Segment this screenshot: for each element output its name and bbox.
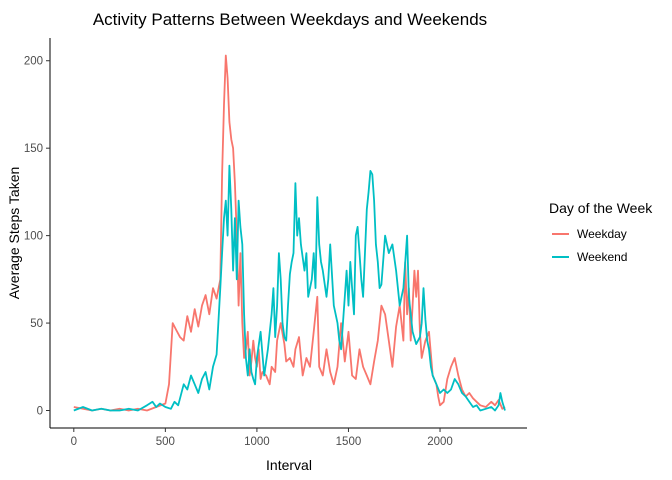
legend: Day of the Week Weekday Weekend <box>549 200 653 264</box>
y-tick-label: 150 <box>24 143 43 155</box>
x-tick-label: 1500 <box>336 436 362 448</box>
y-axis-title: Average Steps Taken <box>6 167 22 300</box>
x-axis-ticks: 0 500 1000 1500 2000 <box>71 428 453 448</box>
x-tick-label: 0 <box>71 436 77 448</box>
legend-label-weekday: Weekday <box>577 227 627 241</box>
legend-label-weekend: Weekend <box>577 250 627 264</box>
x-tick-label: 1000 <box>244 436 270 448</box>
y-tick-label: 50 <box>30 318 43 330</box>
x-tick-label: 2000 <box>427 436 453 448</box>
y-tick-label: 100 <box>24 231 43 243</box>
x-axis-title: Interval <box>266 457 312 473</box>
y-tick-label: 0 <box>37 406 43 418</box>
chart-title: Activity Patterns Between Weekdays and W… <box>93 10 487 29</box>
legend-title: Day of the Week <box>549 200 653 216</box>
y-axis-ticks: 0 50 100 150 200 <box>24 56 50 418</box>
series-line-weekend <box>73 164 506 412</box>
plot-area <box>73 54 506 412</box>
y-tick-label: 200 <box>24 56 43 68</box>
series-line-weekday <box>73 54 506 412</box>
x-tick-label: 500 <box>156 436 175 448</box>
